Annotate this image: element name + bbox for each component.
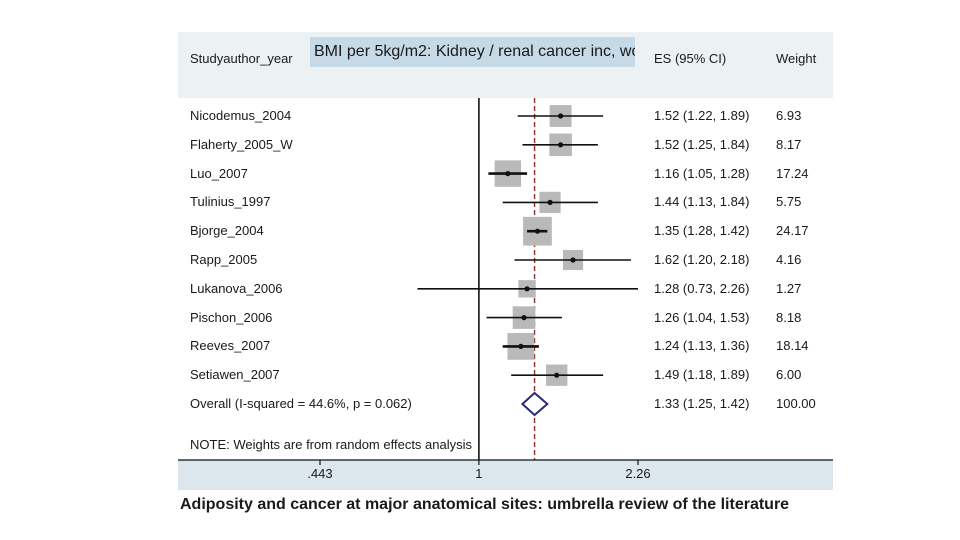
es-column-header: ES (95% CI) (654, 51, 727, 66)
effect-size-label: 1.24 (1.13, 1.36) (654, 338, 750, 354)
effect-size-label: 1.49 (1.18, 1.89) (654, 367, 750, 383)
weight-label: 5.75 (776, 194, 802, 210)
weight-label: 1.27 (776, 280, 802, 296)
effect-size-label: 1.26 (1.04, 1.53) (654, 309, 750, 325)
weight-column-header: Weight (776, 51, 817, 66)
weight-label: 8.18 (776, 309, 802, 325)
effect-size-label: 1.16 (1.05, 1.28) (654, 165, 750, 181)
study-label: Luo_2007 (190, 165, 248, 181)
study-label: Reeves_2007 (190, 338, 271, 354)
point-estimate (518, 343, 524, 349)
point-estimate (534, 228, 541, 234)
point-estimate (505, 171, 511, 177)
x-tick-label: .443 (307, 466, 333, 481)
weight-label: 8.17 (776, 136, 802, 152)
x-tick-label: 1 (475, 466, 483, 481)
effect-size-label: 1.52 (1.22, 1.89) (654, 108, 750, 123)
weight-label: 24.17 (776, 223, 809, 239)
x-tick-label: 2.26 (625, 466, 651, 481)
point-estimate (554, 372, 560, 378)
weight-label: 17.24 (776, 165, 809, 181)
study-label: Pischon_2006 (190, 309, 273, 325)
x-axis-band (178, 460, 833, 490)
point-estimate (521, 315, 527, 321)
study-label: Lukanova_2006 (190, 280, 283, 296)
point-estimate (557, 142, 564, 148)
study-label: Tulinius_1997 (190, 194, 271, 210)
point-estimate (570, 257, 576, 263)
study-column-header: Studyauthor_year (190, 51, 293, 66)
weights-note: NOTE: Weights are from random effects an… (190, 437, 473, 452)
study-label: Flaherty_2005_W (190, 136, 293, 152)
study-label: Nicodemus_2004 (190, 108, 292, 123)
effect-size-label: 1.28 (0.73, 2.26) (654, 280, 750, 296)
weight-label: 18.14 (776, 338, 809, 354)
effect-size-label: 1.44 (1.13, 1.84) (654, 194, 750, 210)
weight-label: 6.00 (776, 367, 802, 383)
overall-weight-label: 100.00 (776, 396, 816, 411)
weight-label: 4.16 (776, 252, 802, 267)
study-label: Bjorge_2004 (190, 223, 264, 239)
point-estimate (547, 199, 553, 205)
point-estimate (557, 113, 564, 119)
chart-title: BMI per 5kg/m2: Kidney / renal cancer in… (310, 37, 635, 67)
study-label: Setiawen_2007 (190, 367, 280, 383)
overall-diamond (520, 391, 549, 417)
overall-label: Overall (I-squared = 44.6%, p = 0.062) (190, 396, 412, 411)
effect-size-label: 1.52 (1.25, 1.84) (654, 136, 750, 152)
study-label: Rapp_2005 (190, 252, 258, 267)
effect-size-label: 1.62 (1.20, 2.18) (654, 252, 750, 267)
weight-label: 6.93 (776, 108, 802, 123)
effect-size-label: 1.35 (1.28, 1.42) (654, 223, 750, 239)
overall-effect-size-label: 1.33 (1.25, 1.42) (654, 396, 750, 411)
point-estimate (524, 286, 530, 292)
figure-caption: Adiposity and cancer at major anatomical… (180, 496, 790, 513)
